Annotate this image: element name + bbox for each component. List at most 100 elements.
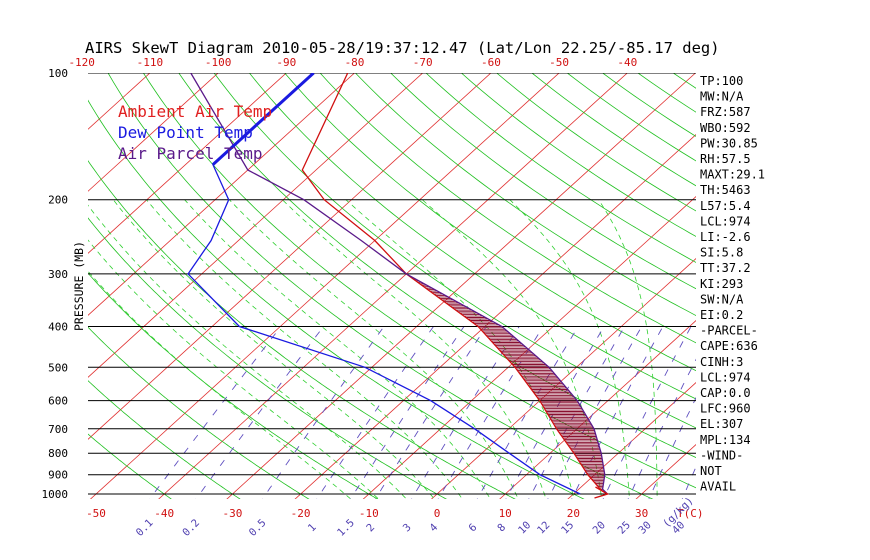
isotherm-line [0, 64, 24, 505]
mixing-ratio-line [627, 358, 696, 499]
index-entry: FRZ:587 [700, 105, 751, 119]
top-temp-tick-label: -110 [137, 56, 164, 69]
mixing-ratio-line [195, 326, 324, 499]
mixing-ratio-label: 12 [535, 519, 552, 536]
index-entry: CINH:3 [700, 355, 743, 369]
mixing-ratio-line [681, 465, 696, 499]
mixing-ratio-line [149, 326, 282, 499]
mixing-ratio-line [261, 326, 385, 499]
dew-point-upper-segment [211, 73, 315, 166]
moist-adiabat-line [229, 199, 519, 499]
index-entry: PW:30.85 [700, 136, 758, 150]
mixing-ratio-label: 6 [466, 521, 479, 534]
pressure-tick-label: 1000 [42, 488, 69, 501]
index-entry: TT:37.2 [700, 261, 751, 275]
dry-adiabat-line [354, 73, 696, 317]
index-entry: MAXT:29.1 [700, 168, 765, 182]
top-temp-tick-label: -80 [345, 56, 365, 69]
legend: Ambient Air Temp Dew Point Temp Air Parcel… [118, 102, 272, 163]
isotherm-line [294, 133, 696, 499]
top-temp-tick-label: -60 [481, 56, 501, 69]
mixing-ratio-label: 1 [306, 521, 319, 534]
top-temp-tick-label: -70 [413, 56, 433, 69]
mixing-ratio-line [648, 396, 696, 499]
dry-adiabat-line [213, 73, 696, 429]
moist-adiabat-line [112, 199, 435, 499]
index-entry: SI:5.8 [700, 246, 743, 260]
index-entry: MPL:134 [700, 433, 751, 447]
pressure-tick-label: 800 [48, 447, 68, 460]
isotherm-line [88, 73, 492, 440]
pressure-tick-label: 100 [48, 67, 68, 80]
dry-adiabat-line [672, 73, 696, 89]
index-entry: CAPE:636 [700, 339, 758, 353]
top-temp-tick-label: -100 [205, 56, 232, 69]
isotherm-line [835, 64, 870, 505]
index-entry: SW:N/A [700, 292, 744, 306]
mixing-ratio-line [571, 326, 664, 499]
index-entry: MW:N/A [700, 90, 744, 104]
isotherm-line [362, 195, 696, 499]
top-temp-tick-label: -90 [276, 56, 296, 69]
moist-adiabat-line [88, 270, 352, 499]
pressure-tick-label: 900 [48, 469, 68, 482]
mixing-ratio-label: 0.2 [180, 517, 202, 539]
top-temp-tick-label: -120 [68, 56, 95, 69]
air-parcel-temp-profile [190, 73, 608, 495]
bottom-temp-tick-label: -20 [291, 507, 311, 520]
moist-adiabat-line [421, 199, 603, 499]
isotherm-line [158, 73, 628, 499]
moist-adiabat-line [598, 199, 658, 499]
mixing-ratio-line [602, 326, 692, 499]
index-entry: L57:5.4 [700, 199, 751, 213]
index-entry: EL:307 [700, 417, 743, 431]
dry-adiabat-line [460, 73, 696, 237]
bottom-temp-tick-label: 10 [499, 507, 512, 520]
pressure-tick-label: 600 [48, 395, 68, 408]
legend-entry: Dew Point Temp [118, 123, 253, 142]
index-entry: RH:57.5 [700, 152, 751, 166]
chart-title: AIRS SkewT Diagram 2010-05-28/19:37:12.4… [85, 39, 720, 57]
dry-adiabat-line [496, 73, 696, 212]
dew-point-temp-profile [187, 73, 581, 495]
ambient-air-temp-profile [301, 73, 608, 495]
index-entry: LI:-2.6 [700, 230, 751, 244]
isotherm-line [88, 73, 287, 254]
dry-adiabat-line [425, 73, 696, 263]
mixing-ratio-line [316, 326, 434, 499]
mixing-ratio-label: 10 [516, 519, 533, 536]
index-entry: CAP:0.0 [700, 386, 751, 400]
dry-adiabat-line [531, 73, 696, 187]
mixing-ratio-label: 1.5 [335, 517, 357, 539]
mixing-ratio-line [505, 326, 605, 499]
bottom-temp-tick-label: -10 [359, 507, 379, 520]
top-temp-tick-label: -40 [617, 56, 637, 69]
dry-adiabat-line [319, 73, 696, 344]
dry-adiabat-line [390, 73, 696, 290]
isotherm-line [766, 64, 870, 505]
moist-adiabat-line [345, 199, 575, 499]
moist-adiabat-line [282, 199, 547, 499]
bottom-temp-tick-label: 0 [434, 507, 441, 520]
dry-adiabat-line [284, 73, 696, 372]
surface-marker [594, 486, 610, 499]
temp-unit-label: T(C) [677, 507, 704, 520]
index-entry: AVAIL [700, 480, 736, 494]
bottom-temp-tick-label: 20 [567, 507, 580, 520]
index-entry: LCL:974 [700, 370, 751, 384]
bottom-temp-tick-label: -30 [222, 507, 242, 520]
index-entry: TP:100 [700, 74, 743, 88]
dry-adiabat-line [88, 160, 516, 499]
index-entry: -PARCEL- [700, 324, 758, 338]
isotherm-line [88, 73, 424, 378]
index-entry: LCL:974 [700, 214, 751, 228]
moist-adiabat-line [184, 199, 491, 499]
bottom-temp-tick-label: 30 [635, 507, 648, 520]
index-entry: KI:293 [700, 277, 743, 291]
mixing-ratio-line [528, 326, 625, 499]
mixing-ratio-label: 15 [559, 519, 576, 536]
mixing-ratio-label: 0.5 [247, 517, 269, 539]
index-entry: LFC:960 [700, 402, 751, 416]
